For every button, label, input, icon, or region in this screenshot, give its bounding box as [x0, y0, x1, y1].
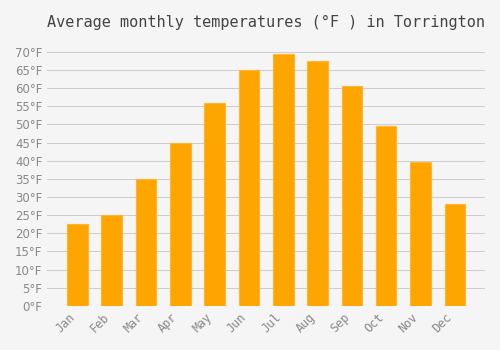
Bar — [410, 162, 431, 306]
Bar — [342, 86, 362, 306]
Bar — [204, 103, 225, 306]
Bar — [376, 126, 396, 306]
Bar — [273, 54, 293, 306]
Bar — [136, 179, 156, 306]
Bar — [444, 204, 465, 306]
Bar — [308, 61, 328, 306]
Title: Average monthly temperatures (°F ) in Torrington: Average monthly temperatures (°F ) in To… — [47, 15, 485, 30]
Bar — [238, 70, 260, 306]
Bar — [102, 215, 122, 306]
Bar — [170, 142, 190, 306]
Bar — [67, 224, 87, 306]
